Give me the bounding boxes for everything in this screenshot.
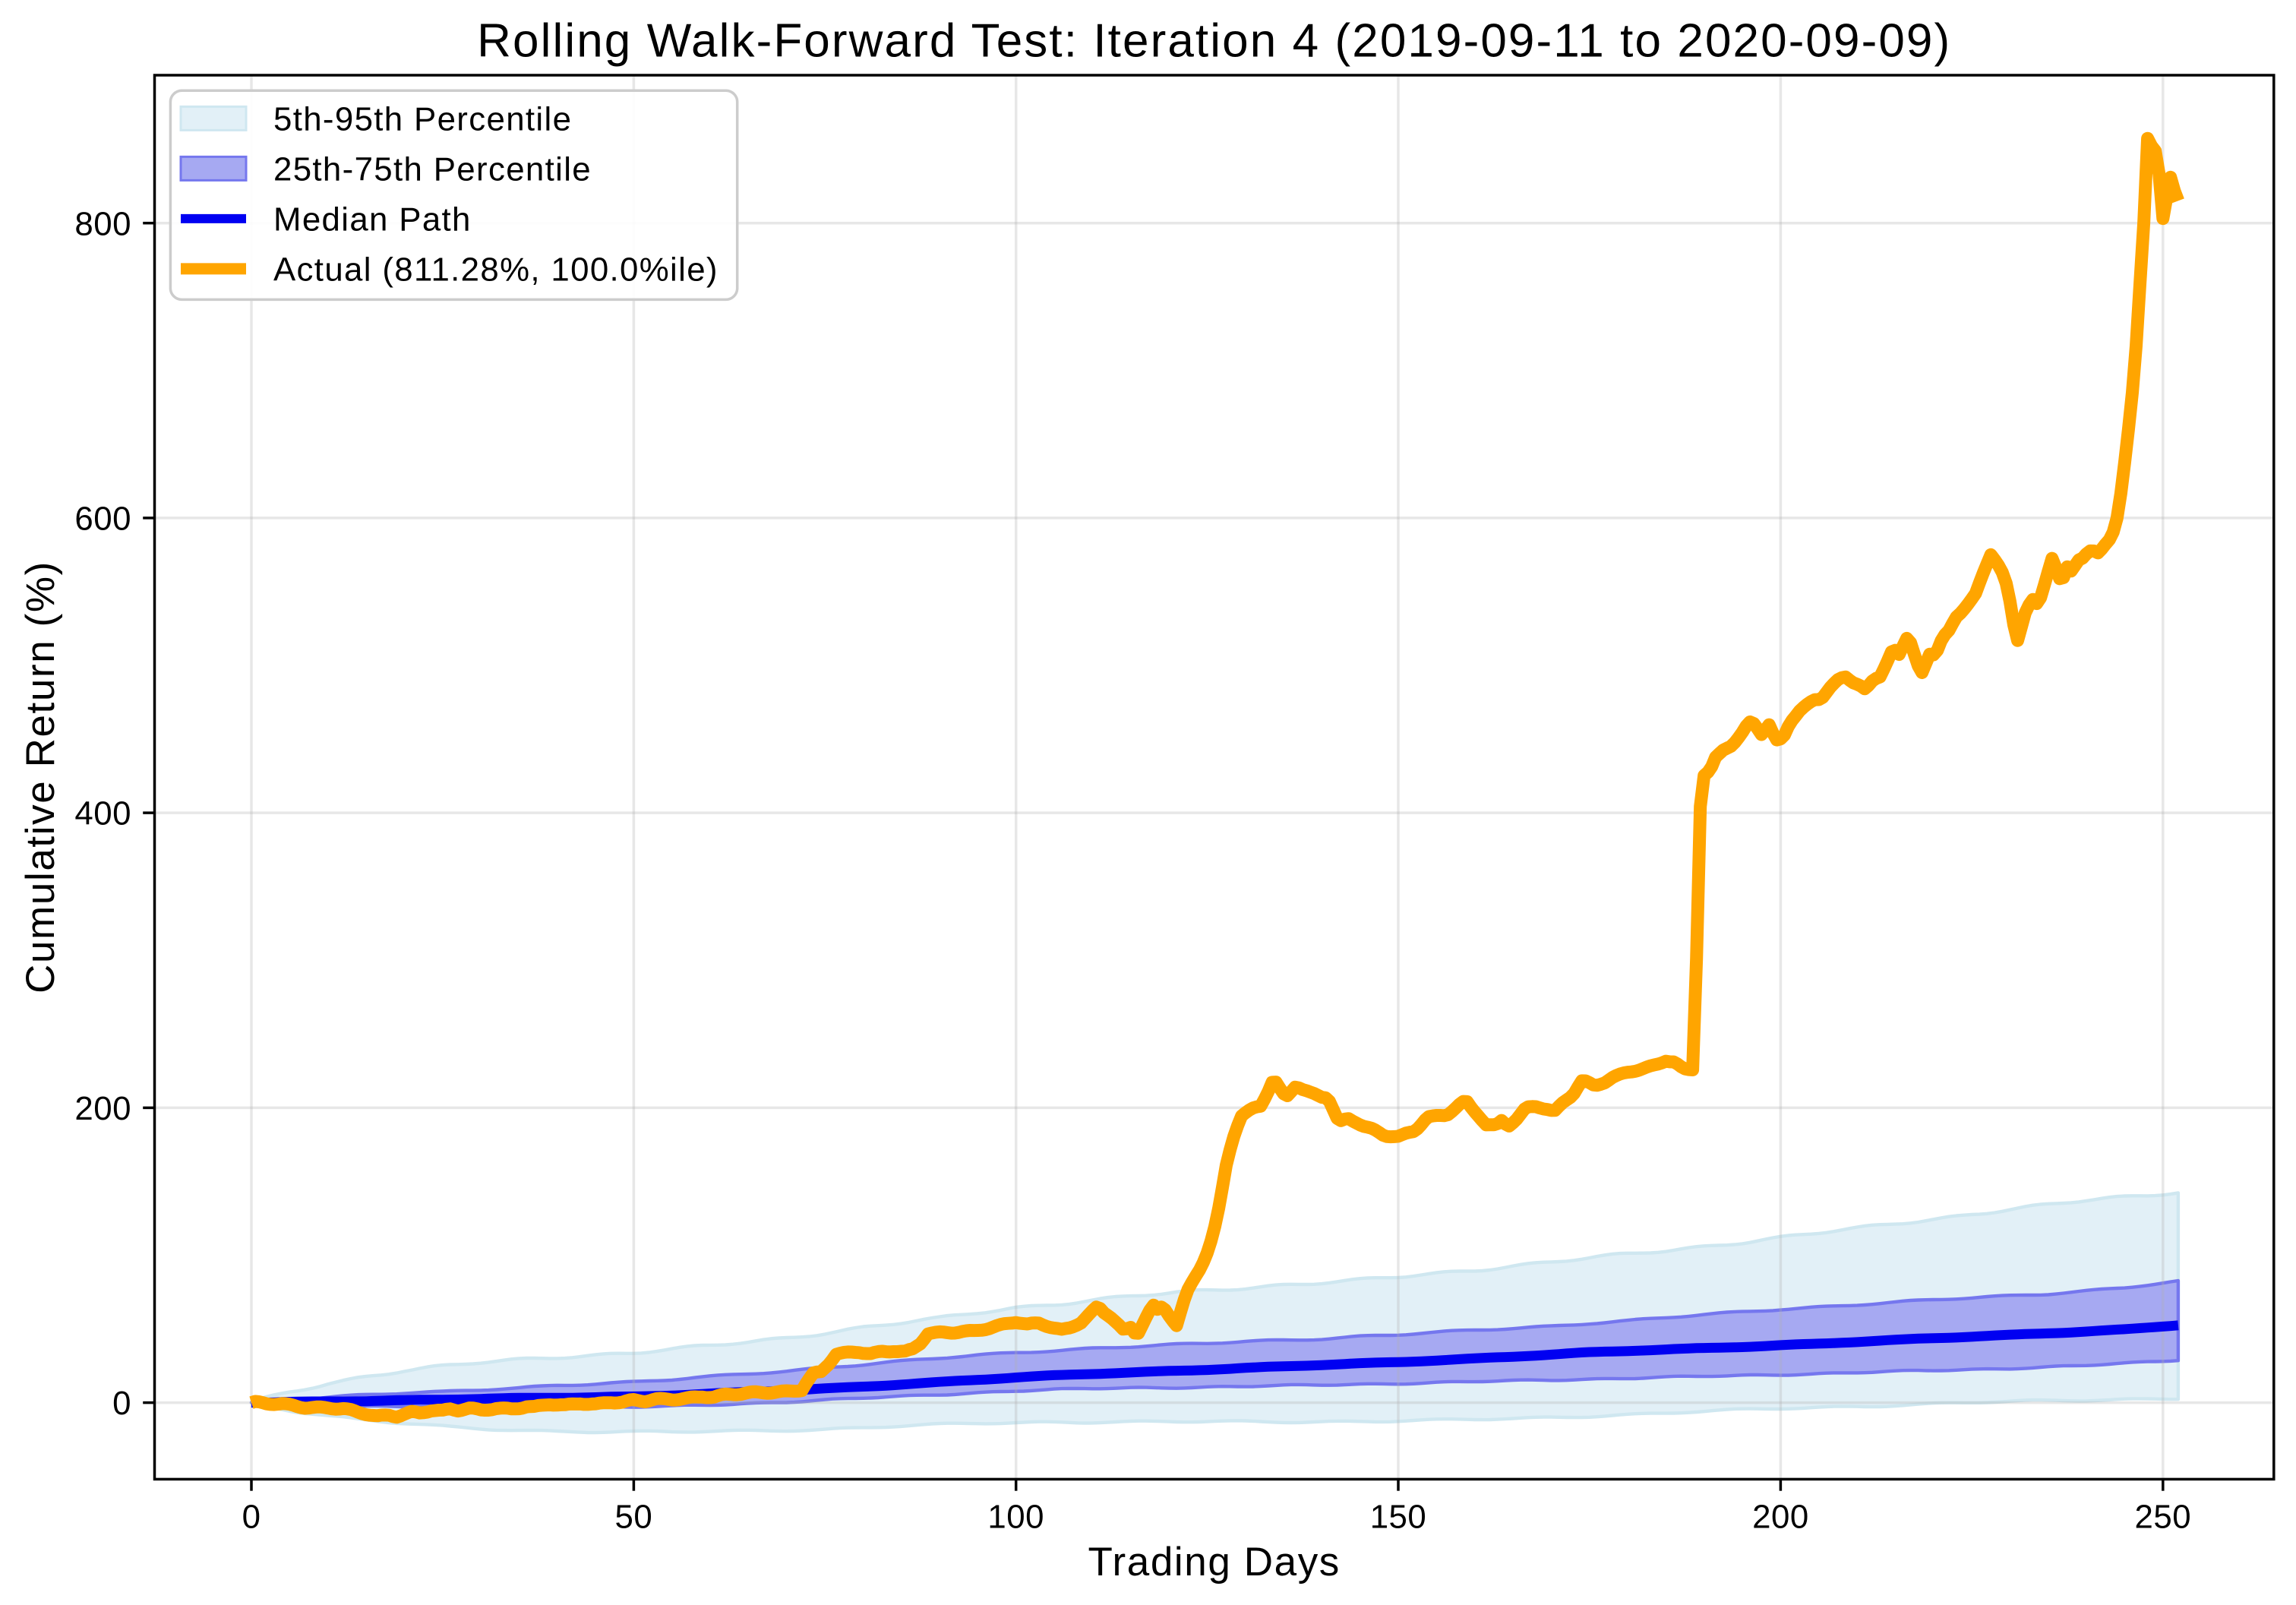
svg-text:Actual (811.28%, 100.0%ile): Actual (811.28%, 100.0%ile) [273, 251, 718, 289]
svg-text:400: 400 [74, 795, 131, 833]
svg-text:200: 200 [1752, 1499, 1809, 1536]
svg-text:100: 100 [987, 1499, 1044, 1536]
svg-text:25th-75th Percentile: 25th-75th Percentile [273, 151, 592, 188]
svg-text:Median Path: Median Path [273, 201, 472, 239]
svg-text:600: 600 [74, 501, 131, 538]
svg-text:5th-95th Percentile: 5th-95th Percentile [273, 101, 572, 138]
svg-text:200: 200 [74, 1090, 131, 1127]
svg-text:Rolling Walk-Forward Test: Ite: Rolling Walk-Forward Test: Iteration 4 (… [477, 15, 1951, 68]
svg-text:Trading Days: Trading Days [1088, 1540, 1340, 1584]
svg-text:0: 0 [242, 1499, 261, 1536]
svg-text:250: 250 [2135, 1499, 2192, 1536]
svg-text:50: 50 [615, 1499, 653, 1536]
svg-text:0: 0 [112, 1385, 131, 1422]
svg-text:Cumulative Return (%): Cumulative Return (%) [18, 561, 63, 994]
svg-text:150: 150 [1370, 1499, 1427, 1536]
svg-text:800: 800 [74, 205, 131, 242]
